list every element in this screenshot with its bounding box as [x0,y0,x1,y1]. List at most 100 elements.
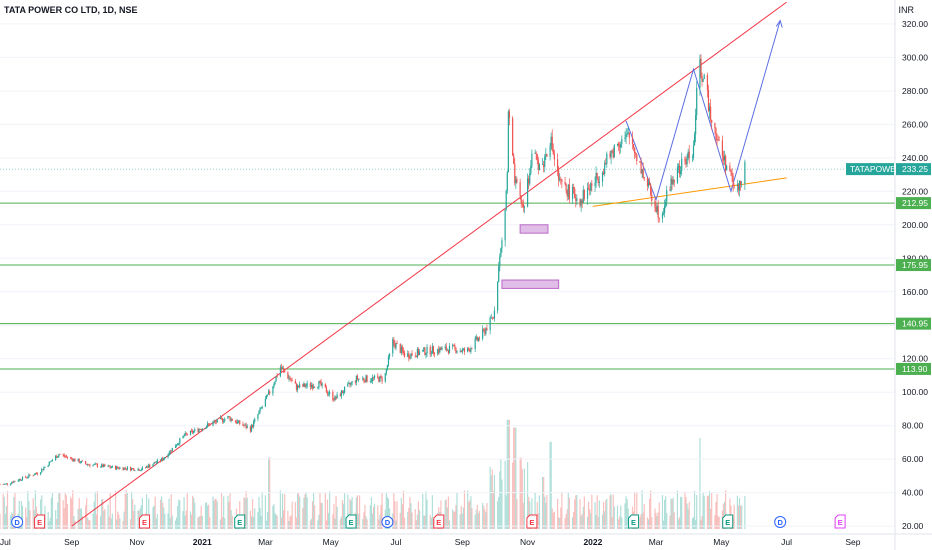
volume-bar [74,520,76,529]
volume-bar [671,499,673,529]
candle-body [134,470,136,472]
volume-bar [528,496,530,529]
candle-body [707,90,710,111]
price-tick-label: 260.00 [902,119,928,129]
candle-body [392,339,394,354]
volume-bar [71,498,73,529]
volume-bar [314,505,316,529]
candle-body [378,377,380,382]
volume-bar [429,515,431,529]
candle-body [102,464,104,468]
event-marker-earnings-future[interactable]: E [834,514,846,529]
volume-bar [666,512,668,529]
candle-body [625,134,627,138]
candle-body [304,383,306,387]
event-marker-earnings-miss[interactable]: E [138,514,150,529]
candle-body [129,467,132,471]
volume-bar [297,492,300,529]
volume-bar [447,496,450,529]
volume-bar [296,493,299,529]
candle-body [77,459,79,462]
volume-bar [634,491,636,529]
candle-body [40,472,42,475]
candle-body [534,152,536,154]
volume-bar [123,511,125,529]
event-marker-earnings-beat[interactable]: E [722,514,734,529]
candle-body [553,154,555,160]
volume-bar [342,503,345,529]
candle-body [199,429,201,430]
candle-body [279,367,281,377]
candle-body [537,160,539,170]
earnings-icon [234,514,246,529]
price-tick-label: 20.00 [902,521,924,531]
candle-body [381,376,383,382]
volume-bar [192,495,194,529]
candle-body [730,170,732,173]
volume-bar [175,517,178,529]
candle-body [598,181,600,184]
volume-bar [445,499,447,529]
volume-bar [426,499,428,529]
volume-bar [276,515,278,529]
volume-bar [341,500,344,529]
candle-body [140,469,142,471]
event-marker-label: E [838,518,843,527]
event-marker-dividend[interactable]: D [774,516,787,528]
candle-body [340,390,342,397]
candle-body [159,459,162,461]
earnings-icon [722,514,734,529]
volume-bar [258,496,260,529]
candle-body [276,376,278,377]
event-marker-earnings-miss[interactable]: E [526,514,538,529]
volume-bar [512,462,514,529]
dividend-icon [381,516,394,528]
candle-body [655,207,657,213]
volume-bar [373,503,376,529]
candle-body [178,443,180,445]
candle-body [236,421,239,424]
candle-body [198,429,200,432]
candle-body [283,368,285,370]
candle-body [44,466,46,468]
volume-bar [597,517,599,529]
volume-bar [201,515,203,529]
time-axis[interactable]: Jul Sep Nov 2021 Mar May Jul Sep Nov 2022 Mar May Ju… [0,533,932,547]
candle-body [561,179,563,183]
chart-title: TATA POWER CO LTD, 1D, NSE [4,5,138,15]
event-marker-earnings-beat[interactable]: E [628,514,640,529]
price-axis[interactable]: 20.0040.0060.0080.00100.00120.00140.0016… [846,0,931,550]
volume-bar [474,514,476,529]
volume-bar [636,491,638,529]
candle-body [205,426,208,429]
event-marker-earnings-beat[interactable]: E [345,514,357,529]
candle-body [189,430,192,435]
volume-bar [498,496,500,529]
volume-bar [706,496,709,529]
event-marker-earnings-miss[interactable]: E [433,514,445,529]
event-marker-dividend[interactable]: D [381,516,394,528]
event-marker-earnings-miss[interactable]: E [34,514,46,529]
candle-body [131,468,133,471]
event-marker-earnings-beat[interactable]: E [234,514,246,529]
candle-body [680,171,682,174]
volume-bar [582,506,584,529]
event-marker-dividend[interactable]: D [11,516,24,528]
candle-body [177,443,179,446]
candle-body [701,76,703,82]
candle-body [446,349,448,351]
candle-body [377,375,379,378]
candle-body [197,429,199,432]
volume-bar [651,517,653,529]
candle-body [290,379,292,381]
candle-body [471,348,473,349]
volume-bar [93,501,95,529]
candle-body [649,182,651,185]
volume-bar [741,505,743,529]
time-tick-label: Mar [258,537,273,547]
candle-body [722,156,725,161]
volume-bar [72,490,74,529]
volume-bar [624,503,626,529]
candle-body [320,381,322,386]
